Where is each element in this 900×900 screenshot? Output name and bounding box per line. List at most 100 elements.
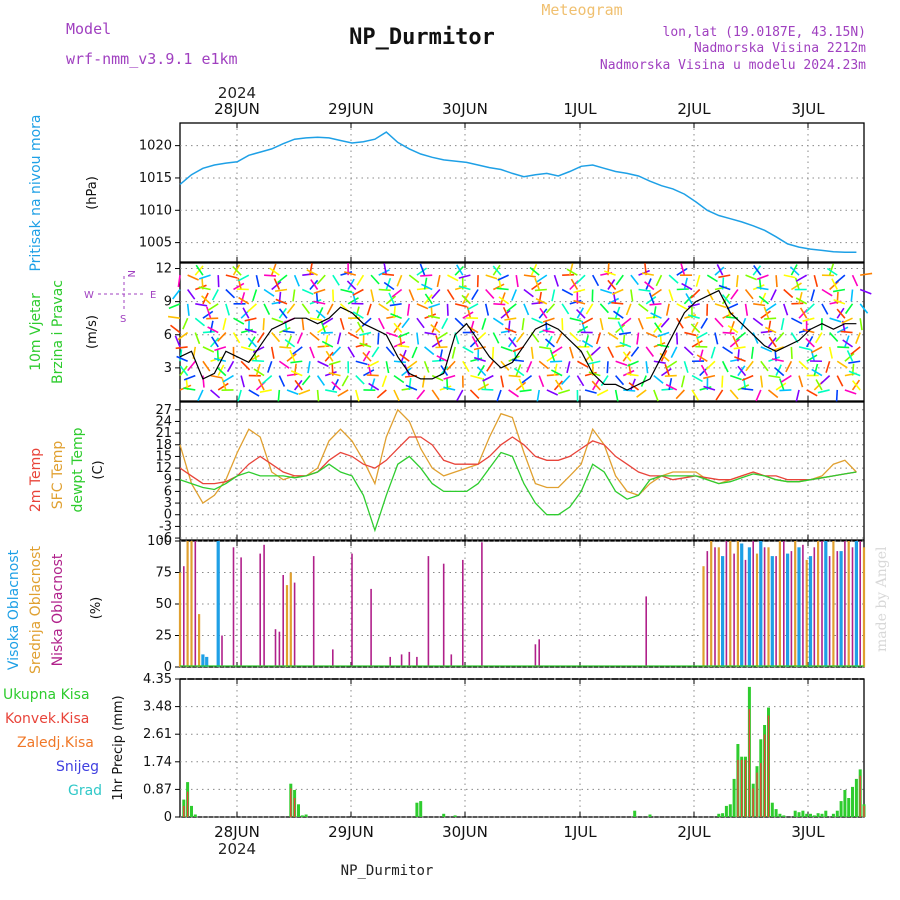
wind-barb bbox=[172, 289, 181, 300]
wind-barb bbox=[542, 317, 555, 323]
wind-barb bbox=[320, 320, 326, 333]
wind-barb bbox=[225, 303, 230, 316]
wind-ylabel: 10m Vjetar bbox=[28, 293, 44, 371]
wind-barb bbox=[753, 265, 762, 276]
precip-bar-0 bbox=[419, 801, 423, 817]
wind-barb bbox=[253, 368, 265, 377]
wind-barb bbox=[286, 353, 297, 362]
wind-barb bbox=[435, 346, 448, 349]
wind-barb bbox=[174, 335, 181, 348]
wind-barb bbox=[471, 289, 479, 301]
wind-barb bbox=[328, 372, 341, 377]
wind-barb bbox=[553, 274, 559, 287]
wind-barb bbox=[604, 270, 616, 276]
pressure-ylabel: Pritisak na nivou mora bbox=[28, 114, 44, 271]
wind-barb bbox=[606, 361, 609, 374]
precip-bar-1 bbox=[863, 805, 865, 817]
wind-barb bbox=[846, 350, 854, 362]
cloud-bar-0 bbox=[851, 547, 854, 667]
pressure-line bbox=[179, 131, 857, 254]
wind-barb bbox=[518, 378, 525, 391]
wind-barb bbox=[820, 375, 831, 385]
wind-barb bbox=[718, 274, 731, 279]
wind-barb bbox=[436, 274, 441, 288]
wind-barb bbox=[225, 274, 238, 279]
wind-barb bbox=[197, 389, 204, 402]
wind-barb bbox=[325, 350, 334, 362]
year-top-label: 2024 bbox=[218, 84, 256, 102]
wind-barb bbox=[591, 274, 600, 287]
wind-barb bbox=[648, 292, 655, 305]
wind-barb bbox=[515, 364, 522, 376]
wind-barb bbox=[690, 288, 701, 299]
cloud-bar-0 bbox=[763, 547, 766, 667]
cloud-ylabel3: Niska Oblacnost bbox=[50, 553, 66, 666]
precip-bar-1 bbox=[741, 759, 743, 817]
wind-barb bbox=[456, 264, 464, 276]
wind-barb bbox=[332, 274, 340, 286]
wind-barb bbox=[815, 379, 823, 391]
wind-barb bbox=[570, 278, 579, 290]
cloud-bar-0 bbox=[312, 556, 315, 667]
cloud-ytick-label: 75 bbox=[155, 566, 172, 581]
wind-barb bbox=[264, 274, 277, 277]
wind-barb bbox=[681, 282, 693, 291]
wind-barb bbox=[595, 332, 602, 345]
xtick-bottom-label: 2JUL bbox=[677, 823, 711, 841]
precip-bar-1 bbox=[186, 791, 189, 817]
wind-barb bbox=[588, 360, 601, 365]
wind-barb bbox=[454, 265, 464, 276]
wind-barb bbox=[531, 301, 544, 305]
wind-barb bbox=[183, 374, 196, 381]
wind-barb bbox=[630, 346, 640, 357]
wind-barb bbox=[844, 389, 857, 395]
wind-barb bbox=[806, 389, 818, 397]
wind-barb bbox=[183, 387, 196, 391]
wind-barb bbox=[760, 330, 773, 334]
wind-barb bbox=[730, 289, 739, 300]
wind-barb bbox=[277, 389, 281, 402]
wind-barb bbox=[469, 389, 480, 399]
wind-barb bbox=[359, 342, 372, 348]
cloud-ylabel: Visoka Oblacnost bbox=[6, 549, 22, 670]
wind-barb bbox=[270, 263, 277, 276]
wind-barb bbox=[626, 373, 639, 377]
wind-barb bbox=[377, 332, 380, 345]
precip-bar-0 bbox=[415, 802, 419, 817]
wind-barb bbox=[446, 303, 449, 316]
wind-barb bbox=[431, 389, 440, 401]
wind-barb bbox=[646, 316, 659, 319]
xtick-top-label: 29JUN bbox=[328, 100, 374, 118]
wind-barb bbox=[286, 303, 296, 314]
wind-barb bbox=[566, 268, 578, 276]
wind-barb bbox=[660, 317, 670, 328]
wind-barb bbox=[278, 308, 288, 319]
wind-barb bbox=[763, 306, 770, 319]
wind-barb bbox=[277, 274, 288, 284]
wind-barb bbox=[167, 315, 181, 319]
wind-barb bbox=[202, 375, 205, 388]
wind-barb bbox=[363, 369, 375, 377]
wind-barb bbox=[733, 346, 746, 350]
cloud-bar-0 bbox=[263, 544, 265, 667]
wind-barb bbox=[855, 332, 861, 344]
wind-barb bbox=[832, 288, 846, 293]
cloud-bar-0 bbox=[221, 635, 223, 667]
wind-barb bbox=[286, 335, 293, 348]
wind-barb bbox=[293, 274, 300, 287]
wind-barb bbox=[575, 274, 586, 285]
wind-barb bbox=[530, 346, 534, 359]
precip-bar-0 bbox=[193, 814, 197, 817]
wind-barb bbox=[636, 389, 647, 398]
wind-barb bbox=[844, 352, 855, 362]
wind-barb bbox=[622, 334, 626, 347]
wind-barb bbox=[194, 317, 206, 327]
wind-barb bbox=[789, 266, 800, 276]
wind-barb bbox=[362, 351, 372, 362]
wind-barb bbox=[370, 289, 375, 302]
temp-ytick-label: 9 bbox=[164, 473, 172, 488]
wind-barb bbox=[431, 374, 444, 382]
wind-barb bbox=[851, 274, 859, 287]
wind-barb bbox=[207, 303, 219, 311]
wind-barb bbox=[370, 378, 376, 391]
